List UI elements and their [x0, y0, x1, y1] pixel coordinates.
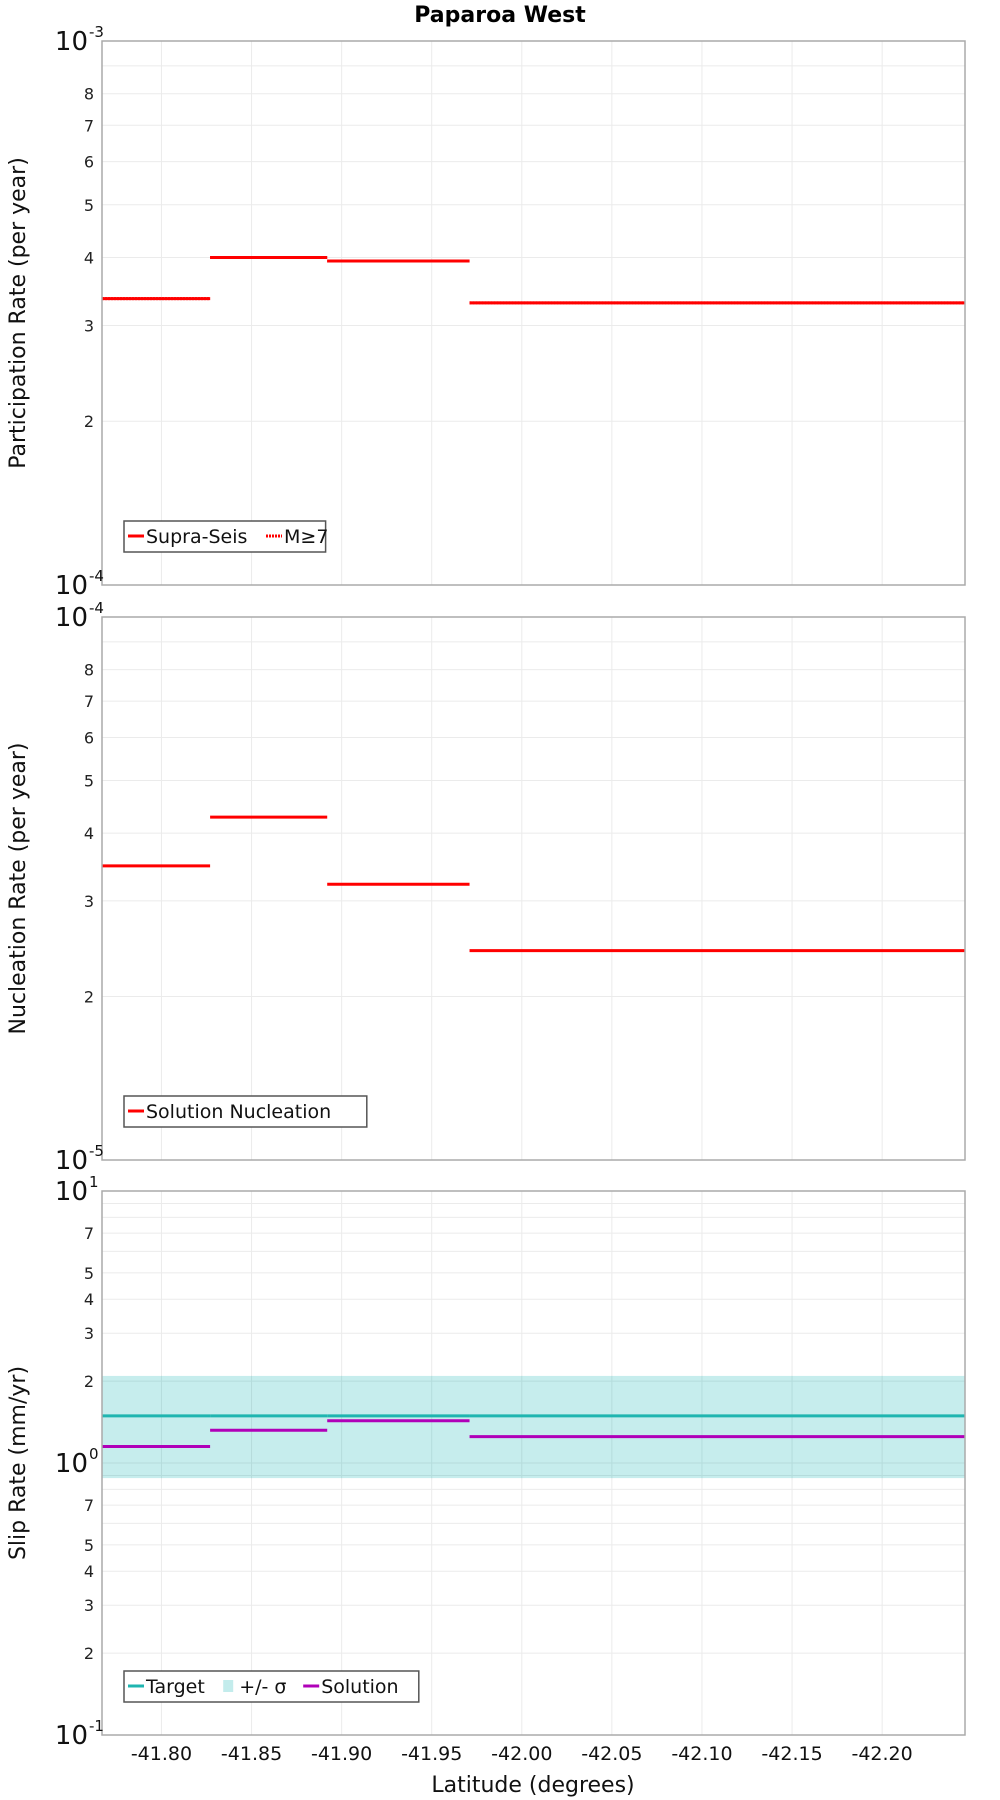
- y-tick-exponent: -4: [89, 599, 104, 617]
- x-tick-label: -42.20: [851, 1743, 912, 1765]
- y-tick-base: 10: [55, 1449, 88, 1479]
- series-solution: [102, 1419, 965, 1448]
- legend-box: [123, 1095, 368, 1128]
- y-tick-label: 3: [84, 1324, 94, 1343]
- plot-area: [102, 41, 965, 585]
- y-tick-label: 2: [84, 1644, 94, 1663]
- x-axis-label: Latitude (degrees): [431, 1773, 634, 1798]
- y-tick-base: 10: [55, 1721, 88, 1751]
- y-axis-label: Participation Rate (per year): [6, 157, 31, 469]
- y-tick-label: 3: [84, 892, 94, 911]
- y-tick-label: 7: [84, 1224, 94, 1243]
- y-tick-major: 10 1: [55, 1173, 99, 1207]
- y-tick-label: 7: [84, 116, 94, 135]
- y-tick-label: 2: [84, 1372, 94, 1391]
- y-tick-major: 10 -4: [55, 599, 104, 633]
- y-tick-base: 10: [55, 1177, 88, 1207]
- x-tick-label: -41.80: [131, 1743, 192, 1765]
- y-tick-label: 2: [84, 988, 94, 1007]
- sigma-band: [102, 1375, 965, 1479]
- y-tick-label: 6: [84, 153, 94, 172]
- y-tick-label: 8: [84, 85, 94, 104]
- y-tick-major: 10 -1: [55, 1717, 104, 1751]
- legend-label: Target: [145, 1676, 205, 1698]
- legend-item: M≥7: [266, 526, 328, 548]
- x-tick-label: -42.10: [671, 1743, 732, 1765]
- legend: Supra-Seis M≥7: [123, 520, 328, 553]
- y-axis-label: Nucleation Rate (per year): [6, 743, 31, 1035]
- y-tick-base: 10: [55, 603, 88, 633]
- legend-box: [123, 1670, 420, 1703]
- y-tick-label: 3: [84, 316, 94, 335]
- y-tick-base: 10: [55, 571, 88, 601]
- y-tick-major: 10 -5: [55, 1142, 104, 1176]
- plot-area: [102, 617, 965, 1160]
- x-tick-label: -42.05: [581, 1743, 642, 1765]
- x-tick-label: -42.15: [761, 1743, 822, 1765]
- chart-title: Paparoa West: [414, 3, 586, 28]
- y-tick-label: 2: [84, 412, 94, 431]
- y-tick-base: 10: [55, 1146, 88, 1176]
- legend: Solution Nucleation: [123, 1095, 368, 1128]
- legend-label: +/- σ: [239, 1676, 286, 1698]
- y-axis-label: Slip Rate (mm/yr): [6, 1366, 31, 1560]
- y-tick-exponent: -3: [89, 23, 104, 41]
- y-tick-label: 5: [84, 1536, 94, 1555]
- x-tick-label: -41.90: [311, 1743, 372, 1765]
- x-axis: -41.80 -41.85 -41.90 -41.95 -42.00 -42.05 -42.…: [131, 1743, 913, 1765]
- legend-label: Supra-Seis: [146, 526, 247, 548]
- y-tick-major: 10 -4: [55, 567, 104, 601]
- legend-item: Supra-Seis: [128, 526, 247, 548]
- y-tick-label: 5: [84, 771, 94, 790]
- y-tick-label: 4: [84, 824, 94, 843]
- x-tick-label: -41.95: [401, 1743, 462, 1765]
- y-tick-exponent: -4: [89, 567, 104, 585]
- legend-label: Solution: [321, 1676, 398, 1698]
- y-tick-label: 8: [84, 661, 94, 680]
- legend-item: Solution: [303, 1676, 399, 1698]
- y-tick-base: 10: [55, 27, 88, 57]
- plot-frame: [101, 616, 966, 1161]
- x-tick-label: -41.85: [221, 1743, 282, 1765]
- legend: Target +/- σ Solution: [123, 1670, 420, 1703]
- legend-box: [123, 520, 327, 553]
- legend-label: M≥7: [284, 526, 328, 548]
- y-tick-label: 4: [84, 1562, 94, 1581]
- y-tick-exponent: -5: [89, 1142, 104, 1160]
- y-tick-label: 4: [84, 248, 94, 267]
- legend-item: Target: [128, 1676, 205, 1698]
- y-tick-label: 4: [84, 1290, 94, 1309]
- plot-frame: [101, 1190, 966, 1736]
- y-tick-label: 7: [84, 1496, 94, 1515]
- series-solution-nucleation: [102, 815, 965, 953]
- y-tick-exponent: 0: [89, 1445, 99, 1463]
- legend-item: +/- σ: [223, 1676, 286, 1698]
- y-tick-label: 6: [84, 728, 94, 747]
- y-tick-major: 10 -3: [55, 23, 104, 57]
- y-tick-label: 5: [84, 196, 94, 215]
- x-tick-label: -42.00: [491, 1743, 552, 1765]
- series-m-7: [102, 255, 965, 305]
- y-tick-major: 10 0: [55, 1445, 99, 1479]
- y-tick-label: 3: [84, 1596, 94, 1615]
- legend-item: Solution Nucleation: [128, 1101, 331, 1123]
- y-tick-exponent: -1: [89, 1717, 104, 1735]
- plot-frame: [101, 40, 966, 586]
- legend-swatch-band: [223, 1680, 234, 1692]
- y-tick-exponent: 1: [89, 1173, 99, 1191]
- y-tick-label: 7: [84, 692, 94, 711]
- y-tick-label: 5: [84, 1264, 94, 1283]
- legend-label: Solution Nucleation: [146, 1101, 331, 1123]
